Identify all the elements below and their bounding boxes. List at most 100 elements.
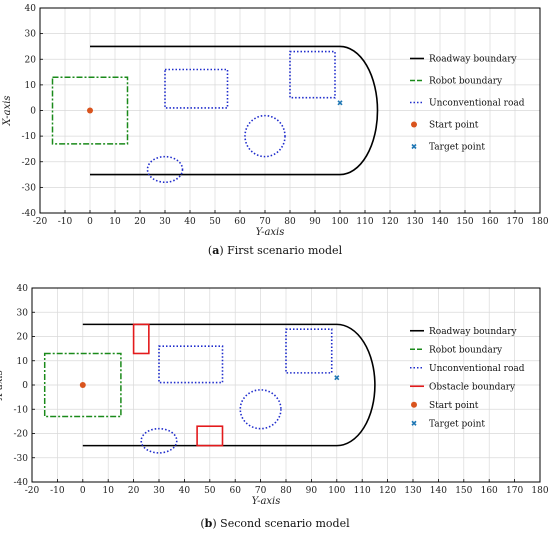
x-tick-label: 180 <box>531 217 548 227</box>
x-tick-label: 80 <box>284 217 296 227</box>
x-tick-label: 140 <box>431 217 448 227</box>
y-axis-label: X-axis <box>2 95 13 126</box>
x-tick-label: -20 <box>33 217 48 227</box>
x-tick-label: 0 <box>80 486 86 496</box>
obstacle-boundary-rect <box>132 323 150 355</box>
x-tick-label: 110 <box>356 217 373 227</box>
y-tick-label: -10 <box>14 405 29 415</box>
x-tick-label: 150 <box>456 217 473 227</box>
x-tick-label: 40 <box>179 486 191 496</box>
caption-paren-open: ( <box>208 244 212 257</box>
legend-label: Robot boundary <box>429 345 503 355</box>
legend-item: Robot boundary <box>410 345 503 355</box>
start-point <box>79 382 86 388</box>
caption-paren-close: ) <box>219 244 227 257</box>
caption-paren-close: ) <box>212 517 220 530</box>
x-tick-label: 140 <box>430 486 447 496</box>
legend-item: Unconventional road <box>410 99 525 109</box>
unconventional-road-ellipse <box>146 155 184 184</box>
y-tick-label: -30 <box>22 183 37 193</box>
unconventional-road-ellipse <box>239 389 282 430</box>
x-tick-label: 60 <box>234 217 246 227</box>
x-tick-label: 170 <box>506 217 523 227</box>
legend-item: Roadway boundary <box>410 55 518 65</box>
unconventional-road-rect <box>289 50 336 99</box>
x-tick-label: -10 <box>50 486 65 496</box>
caption-text: Second scenario model <box>220 517 350 530</box>
y-tick-label: -40 <box>14 478 29 488</box>
x-axis-label: Y-axis <box>256 227 285 238</box>
x-tick-label: 20 <box>128 486 140 496</box>
x-tick-label: 70 <box>255 486 267 496</box>
legend-label: Roadway boundary <box>429 327 518 337</box>
x-tick-label: -20 <box>25 486 40 496</box>
legend-label: Start point <box>429 401 479 411</box>
x-tick-label: 10 <box>102 486 114 496</box>
y-tick-label: 40 <box>17 284 29 294</box>
x-axis-label: Y-axis <box>252 496 281 507</box>
y-tick-label: 30 <box>17 308 29 318</box>
unconventional-road-rect <box>164 68 229 109</box>
legend-item: Roadway boundary <box>410 327 518 337</box>
y-tick-label: 0 <box>22 381 28 391</box>
legend-item: Obstacle boundary <box>410 382 516 392</box>
legend-swatch <box>411 121 417 128</box>
legend-label: Unconventional road <box>429 364 525 374</box>
x-tick-label: 90 <box>306 486 318 496</box>
figure-caption: (b) Second scenario model <box>200 517 350 530</box>
y-tick-label: -40 <box>22 209 37 219</box>
y-tick-label: 10 <box>25 81 37 91</box>
legend-label: Start point <box>429 121 479 131</box>
legend-swatch <box>411 401 417 408</box>
x-tick-label: 180 <box>531 486 548 496</box>
y-tick-label: -30 <box>14 454 29 464</box>
start-point <box>87 107 93 114</box>
legend-label: Obstacle boundary <box>429 382 516 392</box>
x-tick-label: 30 <box>159 217 171 227</box>
x-tick-label: -10 <box>58 217 73 227</box>
x-tick-label: 0 <box>87 217 93 227</box>
legend-item: Target point <box>411 143 485 153</box>
target-point <box>334 375 340 381</box>
x-tick-label: 20 <box>134 217 146 227</box>
robot-boundary <box>51 76 129 145</box>
x-tick-label: 120 <box>381 217 398 227</box>
x-tick-label: 130 <box>406 217 423 227</box>
x-tick-label: 50 <box>209 217 221 227</box>
y-tick-label: 20 <box>17 333 29 343</box>
x-tick-label: 80 <box>280 486 292 496</box>
y-axis-label: X-axis <box>0 370 5 401</box>
legend-label: Target point <box>429 419 485 429</box>
x-tick-label: 40 <box>184 217 196 227</box>
legend-label: Robot boundary <box>429 77 503 87</box>
figure-caption: (a) First scenario model <box>208 244 343 257</box>
legend-label: Unconventional road <box>429 99 525 109</box>
x-tick-label: 150 <box>455 486 472 496</box>
legend-item: Unconventional road <box>410 364 525 374</box>
roadway-boundary <box>82 323 376 447</box>
y-tick-label: -20 <box>22 158 37 168</box>
obstacle-boundary-rect <box>196 425 224 447</box>
target-point <box>337 100 343 106</box>
legend-item: Start point <box>411 401 479 411</box>
caption-letter: a <box>212 244 219 257</box>
x-tick-label: 30 <box>153 486 165 496</box>
x-tick-label: 110 <box>354 486 371 496</box>
caption-text: First scenario model <box>227 244 342 257</box>
robot-boundary <box>43 352 122 418</box>
legend-label: Target point <box>429 143 485 153</box>
y-tick-label: 10 <box>17 357 29 367</box>
caption-letter: b <box>205 517 213 530</box>
legend-swatch <box>411 420 417 426</box>
x-tick-label: 50 <box>204 486 216 496</box>
x-tick-label: 90 <box>309 217 321 227</box>
x-tick-label: 120 <box>379 486 396 496</box>
y-tick-label: 30 <box>25 30 37 40</box>
unconventional-road-rect <box>158 345 224 384</box>
legend-item: Start point <box>411 121 479 131</box>
chart-panel-b: -20 -10 0 10 20 30 40 50 60 70 80 90 100 110 120 130 140… <box>0 284 549 530</box>
unconventional-road-rect <box>285 328 333 374</box>
x-tick-label: 160 <box>481 217 498 227</box>
x-tick-label: 170 <box>506 486 523 496</box>
